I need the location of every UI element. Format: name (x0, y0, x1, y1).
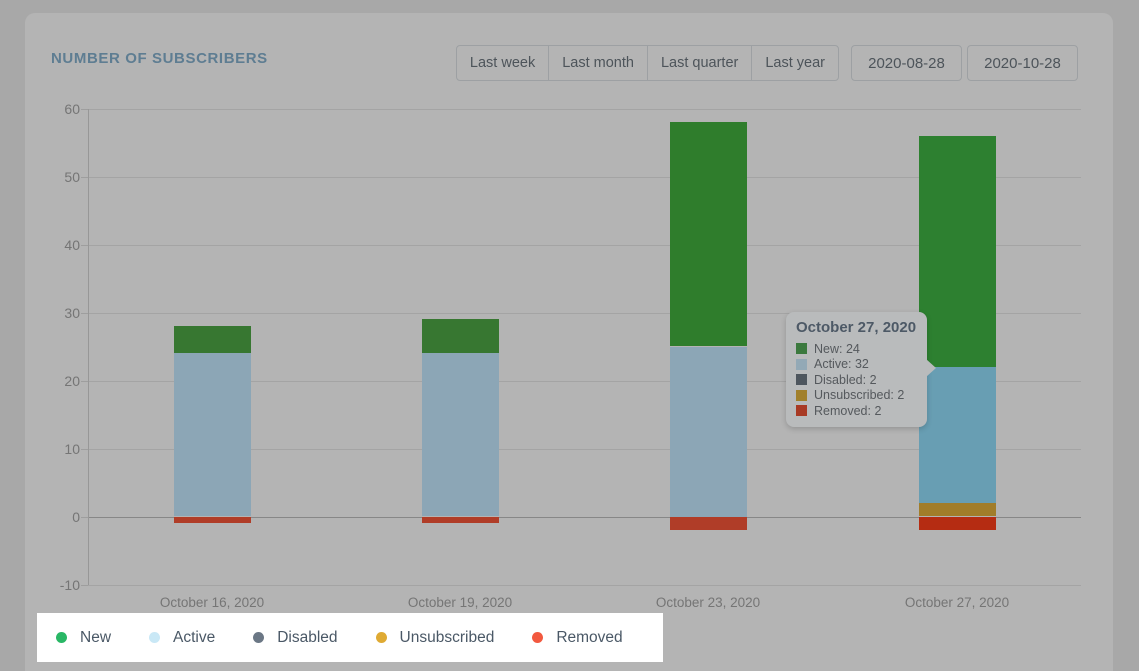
tooltip-row-active: Active: 32 (796, 357, 917, 373)
y-tick-mark-20 (81, 380, 88, 382)
y-tick-mark-50 (81, 176, 88, 178)
tooltip-swatch-icon (796, 343, 807, 355)
bar-october-27-2020-removed[interactable] (918, 516, 996, 531)
y-axis-label-40: 40 (64, 236, 80, 253)
y-axis-label-60: 60 (64, 100, 80, 117)
range-button-last-year[interactable]: Last year (751, 45, 839, 81)
bar-october-16-2020-removed[interactable] (173, 516, 251, 524)
legend-item-label: Removed (556, 628, 623, 646)
x-axis-label-october-19-2020: October 19, 2020 (407, 595, 513, 610)
legend-item-unsubscribed[interactable]: Unsubscribed (375, 628, 495, 647)
y-tick-mark--10 (81, 584, 88, 586)
bar-october-27-2020-active[interactable] (918, 366, 996, 503)
chart-tooltip: October 27, 2020 New: 24 Active: 32 Disabl… (786, 312, 936, 427)
bar-october-27-2020-new[interactable] (918, 135, 996, 367)
date-to-input[interactable]: 2020-10-28 (967, 45, 1078, 81)
legend-item-removed[interactable]: Removed (532, 628, 623, 647)
y-axis-label-0: 0 (72, 508, 80, 525)
tooltip-swatch-icon (796, 405, 807, 417)
tooltip-swatch-icon (796, 374, 807, 386)
bar-october-19-2020-removed[interactable] (421, 516, 499, 524)
bar-october-27-2020-unsubscribed[interactable] (918, 502, 996, 517)
bar-october-23-2020-active[interactable] (669, 346, 747, 517)
y-axis-label-20: 20 (64, 372, 80, 389)
toolbar: Last week Last month Last quarter Last year… (455, 45, 1078, 81)
bar-october-16-2020-active[interactable] (173, 353, 251, 517)
gridline-60 (88, 108, 1081, 110)
legend-item-label: Disabled (277, 628, 338, 646)
y-tick-mark-30 (81, 312, 88, 314)
gridline-0 (88, 516, 1081, 518)
disabled-legend-dot-icon (253, 632, 265, 643)
date-from-input[interactable]: 2020-08-28 (851, 45, 962, 81)
gridline-30 (88, 312, 1081, 314)
bar-october-19-2020-active[interactable] (421, 353, 499, 517)
bar-october-23-2020-new[interactable] (669, 122, 747, 347)
tooltip-row-removed: Removed: 2 (796, 403, 917, 419)
tooltip-row-label: Active: 32 (814, 357, 869, 372)
gridline-20 (88, 380, 1081, 382)
legend-item-label: New (80, 628, 112, 646)
tooltip-arrow-icon (926, 359, 936, 377)
y-axis-label-10: 10 (64, 440, 80, 457)
y-axis-label-30: 30 (64, 304, 80, 321)
gridline-50 (88, 176, 1081, 178)
legend-item-label: Unsubscribed (399, 628, 495, 646)
legend-item-disabled[interactable]: Disabled (253, 628, 338, 647)
legend-item-new[interactable]: New (56, 629, 111, 647)
tooltip-row-new: New: 24 (796, 341, 917, 357)
new-legend-dot-icon (56, 632, 67, 643)
active-legend-dot-icon (149, 632, 161, 643)
chart-legend: New Active Disabled Unsubscribed Removed (37, 613, 663, 662)
page-title: NUMBER OF SUBSCRIBERS (51, 50, 268, 67)
x-axis-label-october-27-2020: October 27, 2020 (904, 595, 1010, 610)
tooltip-swatch-icon (796, 358, 807, 370)
tooltip-row-disabled: Disabled: 2 (796, 372, 917, 388)
tooltip-row-unsubscribed: Unsubscribed: 2 (796, 388, 917, 404)
removed-legend-dot-icon (532, 632, 544, 643)
y-tick-mark-10 (81, 448, 88, 450)
tooltip-row-label: New: 24 (814, 341, 860, 356)
legend-item-label: Active (173, 628, 216, 646)
gridline-40 (88, 244, 1081, 246)
y-axis-label-50: 50 (64, 168, 80, 185)
x-axis-label-october-23-2020: October 23, 2020 (655, 595, 761, 610)
gridline--10 (88, 584, 1081, 586)
tooltip-row-label: Unsubscribed: 2 (814, 388, 905, 403)
unsubscribed-legend-dot-icon (375, 632, 387, 643)
bar-october-16-2020-new[interactable] (173, 326, 251, 354)
bar-october-23-2020-removed[interactable] (669, 516, 747, 531)
gridline-10 (88, 448, 1081, 450)
tooltip-row-label: Disabled: 2 (814, 372, 877, 387)
y-tick-mark-0 (81, 516, 88, 518)
bar-october-19-2020-new[interactable] (421, 319, 499, 354)
range-button-group: Last week Last month Last quarter Last year (455, 45, 839, 81)
legend-item-active[interactable]: Active (149, 629, 215, 647)
tooltip-title: October 27, 2020 (796, 319, 917, 336)
y-axis-label--10: -10 (59, 576, 80, 593)
y-axis-line (88, 108, 89, 585)
tooltip-swatch-icon (796, 389, 807, 401)
tooltip-row-label: Removed: 2 (814, 403, 882, 418)
y-tick-mark-60 (81, 108, 88, 110)
x-axis-label-october-16-2020: October 16, 2020 (159, 595, 265, 610)
y-tick-mark-40 (81, 244, 88, 246)
